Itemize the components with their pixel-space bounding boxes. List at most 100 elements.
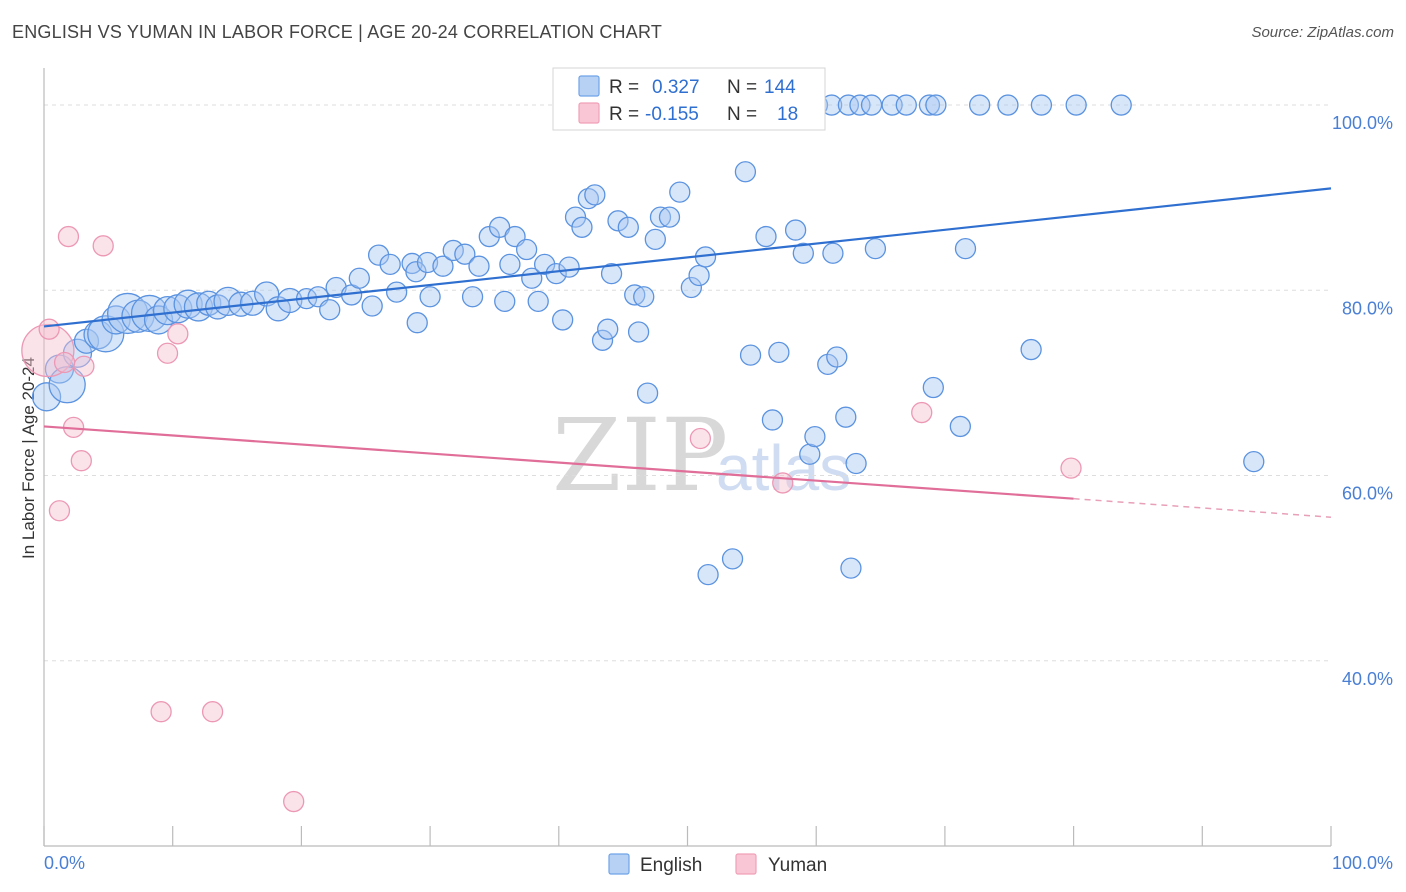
english-point (925, 94, 947, 116)
bottom-legend-yuman-label: Yuman (768, 855, 827, 876)
y-tick-label: 80.0% (1342, 298, 1393, 318)
english-point (835, 406, 857, 428)
english-point (633, 286, 655, 308)
english-point (442, 239, 464, 262)
english-point (1030, 94, 1053, 116)
english-point (636, 382, 659, 404)
legend-box: R = 0.327 N = 144 R = -0.155 N = 18 (552, 67, 826, 131)
legend-english-swatch (578, 75, 600, 97)
yuman-point (92, 235, 114, 257)
english-point (826, 346, 848, 368)
yuman-point (772, 472, 794, 494)
y-axis-tick-labels: 40.0% 60.0% 80.0% 100.0% (1332, 113, 1393, 689)
english-point (571, 216, 593, 238)
english-point (644, 228, 666, 250)
english-point (527, 290, 549, 313)
english-point (107, 292, 149, 335)
x-axis-ticks (43, 826, 1332, 846)
english-point (325, 276, 347, 299)
english-point (649, 206, 672, 228)
english-trend-line (43, 187, 1332, 328)
english-point (954, 237, 977, 260)
english-points (31, 94, 1265, 586)
english-point (799, 443, 821, 465)
yuman-point (911, 401, 933, 424)
english-point (48, 366, 86, 404)
english-point (949, 415, 971, 438)
english-point (1243, 450, 1265, 473)
yuman-point (73, 355, 95, 377)
yuman-trend-line (43, 425, 1074, 500)
english-point (864, 237, 887, 260)
english-point (918, 94, 941, 116)
english-point (997, 94, 1019, 116)
english-point (494, 290, 516, 313)
source-credit: Source: ZipAtlas.com (1251, 24, 1394, 41)
english-point (488, 216, 511, 238)
english-point (721, 548, 744, 570)
english-point (558, 256, 580, 278)
english-point (968, 94, 991, 116)
english-point (840, 557, 862, 579)
legend-yuman-n-value: 18 (777, 104, 798, 125)
yuman-point (1060, 457, 1082, 479)
english-point (62, 338, 93, 368)
english-point (739, 344, 762, 366)
english-point (804, 425, 826, 448)
yuman-point (53, 351, 76, 374)
yuman-point (70, 450, 92, 472)
yuman-points (21, 225, 1082, 813)
yuman-point (57, 225, 80, 248)
english-point (591, 329, 614, 351)
english-point (845, 452, 867, 475)
english-point (461, 286, 484, 308)
english-point (385, 281, 408, 303)
legend-english-r-value: 0.327 (652, 77, 700, 98)
english-point (734, 161, 757, 183)
y-axis-title: In Labor Force | Age 20-24 (19, 357, 38, 559)
english-point (564, 206, 587, 228)
english-point (1065, 94, 1087, 116)
bottom-legend-english-swatch (608, 853, 630, 875)
english-point (922, 376, 944, 399)
english-point (361, 295, 383, 317)
legend-yuman-r-label: R = (609, 104, 639, 125)
chart-title: ENGLISH VS YUMAN IN LABOR FORCE | AGE 20… (12, 22, 663, 42)
english-point (87, 315, 125, 353)
yuman-point (38, 318, 60, 340)
legend-yuman-n-label: N = (727, 104, 757, 125)
english-point (792, 242, 814, 264)
english-point (860, 94, 883, 116)
english-point (552, 309, 574, 331)
x-tick-label-min: 0.0% (44, 853, 85, 873)
yuman-point (21, 323, 75, 378)
english-point (515, 238, 538, 261)
yuman-point (201, 701, 224, 723)
english-point (784, 219, 807, 241)
english-point (669, 181, 691, 203)
bottom-legend: English Yuman (608, 853, 827, 876)
english-point (597, 318, 619, 340)
english-point (607, 210, 629, 232)
english-point (31, 382, 62, 412)
yuman-point (689, 427, 712, 450)
legend-yuman-swatch (578, 102, 600, 124)
english-point (319, 299, 341, 321)
english-point (600, 262, 623, 285)
english-point (379, 253, 401, 276)
legend-english-r-label: R = (609, 77, 639, 98)
yuman-point (150, 701, 172, 723)
english-point (768, 341, 790, 363)
y-tick-label: 100.0% (1332, 113, 1393, 133)
watermark-atlas: atlas (716, 432, 851, 504)
english-point (761, 409, 784, 431)
legend-english-n-label: N = (727, 77, 757, 98)
x-tick-label-max: 100.0% (1332, 853, 1393, 873)
english-point (468, 255, 490, 277)
yuman-trend-line-extrapolated (1073, 497, 1332, 518)
legend-yuman-r-value: -0.155 (645, 104, 699, 125)
english-point (658, 206, 681, 228)
yuman-point (48, 500, 71, 522)
english-point (624, 284, 646, 306)
